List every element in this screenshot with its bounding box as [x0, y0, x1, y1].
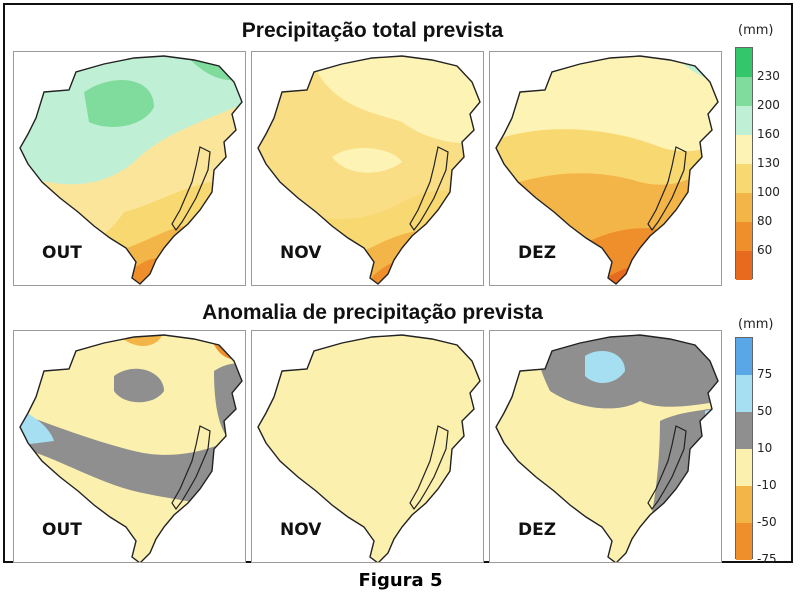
anomaly-scale-tick-label: 10: [757, 441, 773, 455]
total-precipitation-title: Precipitação total prevista: [241, 19, 504, 42]
anomaly-scale-segment: [736, 338, 752, 375]
month-label-anomaly-oct: OUT: [42, 520, 82, 540]
month-label-total-nov: NOV: [280, 243, 322, 263]
anomaly-scale-segment: [736, 412, 752, 449]
anomaly-scale-tick-label: -50: [757, 515, 777, 529]
total-scale-tick-label: 80: [757, 214, 773, 228]
anomaly-scale-segment: [736, 486, 752, 523]
rs-map-anomaly-dec: [495, 334, 719, 562]
map-panel-total-nov: NOV: [251, 51, 484, 286]
total-scale-segment: [736, 135, 752, 164]
month-label-anomaly-nov: NOV: [280, 520, 322, 540]
anomaly-scale-tick-label: -75: [757, 552, 777, 566]
map-panel-anomaly-nov: NOV: [251, 330, 484, 563]
anomaly-color-scale: [735, 337, 753, 560]
total-scale-segment: [736, 48, 752, 77]
rs-map-total-nov: [257, 55, 481, 285]
total-scale-segment: [736, 222, 752, 251]
total-scale-tick-label: 230: [757, 69, 780, 83]
month-label-anomaly-dec: DEZ: [518, 520, 557, 540]
total-scale-segment: [736, 164, 752, 193]
total-scale-segment: [736, 106, 752, 135]
total-scale-tick-label: 130: [757, 156, 780, 170]
anomaly-title: Anomalia de precipitação prevista: [202, 301, 543, 324]
total-scale-tick-label: 200: [757, 98, 780, 112]
total-scale-tick-label: 100: [757, 185, 780, 199]
total-scale-segment: [736, 193, 752, 222]
anomaly-scale-segment: [736, 523, 752, 560]
lagoon-outline: [409, 146, 449, 232]
map-panel-total-dec: DEZ: [489, 51, 722, 286]
total-scale-segment: [736, 77, 752, 106]
rs-map-total-oct: [19, 55, 243, 285]
map-panel-anomaly-oct: OUT: [13, 330, 246, 563]
total-scale-tick-label: 60: [757, 243, 773, 257]
figure-frame: Precipitação total prevista OUT: [3, 3, 793, 566]
rs-map-anomaly-nov: [257, 334, 481, 562]
total-legend-unit: (mm): [738, 23, 774, 38]
month-label-total-oct: OUT: [42, 243, 82, 263]
anomaly-legend-unit: (mm): [738, 317, 774, 332]
map-panel-anomaly-dec: DEZ: [489, 330, 722, 563]
total-scale-segment: [736, 251, 752, 280]
anomaly-scale-segment: [736, 375, 752, 412]
anomaly-scale-tick-label: 50: [757, 404, 773, 418]
figure-caption: Figura 5: [358, 570, 443, 591]
total-color-scale: [735, 47, 753, 280]
lagoon-outline: [171, 146, 211, 232]
rs-map-total-dec: [495, 55, 719, 285]
anomaly-scale-tick-label: -10: [757, 478, 777, 492]
lagoon-outline: [647, 425, 687, 511]
lagoon-outline: [647, 146, 687, 232]
month-label-total-dec: DEZ: [518, 243, 557, 263]
lagoon-outline: [409, 425, 449, 511]
anomaly-scale-segment: [736, 449, 752, 486]
total-scale-tick-label: 160: [757, 127, 780, 141]
lagoon-outline: [171, 425, 211, 511]
map-panel-total-oct: OUT: [13, 51, 246, 286]
anomaly-scale-tick-label: 75: [757, 367, 773, 381]
rs-map-anomaly-oct: [19, 334, 243, 562]
